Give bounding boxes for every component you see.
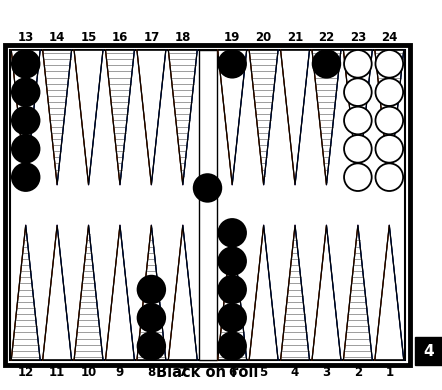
Polygon shape [137,225,166,360]
Circle shape [218,332,246,360]
Circle shape [194,174,221,202]
Polygon shape [249,50,278,185]
Text: 18: 18 [175,31,191,44]
Text: Black on roll: Black on roll [156,365,259,380]
Polygon shape [281,225,309,360]
Circle shape [218,219,246,246]
Text: 6: 6 [228,366,236,379]
Circle shape [218,247,246,275]
Circle shape [375,135,403,163]
Text: 2: 2 [354,366,362,379]
Circle shape [344,78,372,106]
Circle shape [375,163,403,191]
Circle shape [12,135,39,163]
Bar [415,337,442,365]
Polygon shape [375,50,404,185]
Polygon shape [312,225,341,360]
Polygon shape [106,225,134,360]
Polygon shape [106,50,134,185]
Circle shape [137,276,165,303]
Circle shape [218,276,246,303]
Text: 20: 20 [255,31,272,44]
Text: 14: 14 [49,31,65,44]
Text: 23: 23 [350,31,366,44]
Polygon shape [168,50,197,185]
Circle shape [12,50,39,78]
Circle shape [312,50,340,78]
Text: 17: 17 [143,31,160,44]
Text: 7: 7 [179,366,187,379]
Bar [5,45,410,365]
Circle shape [344,107,372,134]
Text: 22: 22 [318,31,335,44]
Text: 3: 3 [322,366,331,379]
Circle shape [218,50,246,78]
Circle shape [12,107,39,134]
Bar [198,50,217,360]
Text: 1: 1 [385,366,393,379]
Text: 19: 19 [224,31,240,44]
Circle shape [344,50,372,78]
Text: 9: 9 [116,366,124,379]
Polygon shape [74,50,103,185]
Text: 15: 15 [80,31,97,44]
Polygon shape [137,50,166,185]
Polygon shape [11,50,40,185]
Circle shape [375,50,403,78]
Circle shape [12,163,39,191]
Polygon shape [343,50,372,185]
Text: 8: 8 [147,366,156,379]
Polygon shape [375,225,404,360]
Text: 5: 5 [259,366,268,379]
Polygon shape [43,225,72,360]
Circle shape [344,163,372,191]
Text: 21: 21 [287,31,303,44]
Bar [10,50,405,360]
Polygon shape [343,225,372,360]
Circle shape [218,304,246,331]
Text: 13: 13 [18,31,34,44]
Text: 4: 4 [424,344,434,358]
Polygon shape [218,225,247,360]
Circle shape [137,332,165,360]
Text: 4: 4 [291,366,299,379]
Polygon shape [218,50,247,185]
Polygon shape [249,225,278,360]
Polygon shape [312,50,341,185]
Text: 16: 16 [112,31,128,44]
Circle shape [137,304,165,331]
Polygon shape [74,225,103,360]
Polygon shape [11,225,40,360]
Circle shape [344,135,372,163]
Text: 11: 11 [49,366,65,379]
Text: 24: 24 [381,31,397,44]
Text: 12: 12 [18,366,34,379]
Polygon shape [43,50,72,185]
Circle shape [375,78,403,106]
Polygon shape [168,225,197,360]
Text: 10: 10 [80,366,97,379]
Circle shape [375,107,403,134]
Polygon shape [281,50,309,185]
Circle shape [12,78,39,106]
